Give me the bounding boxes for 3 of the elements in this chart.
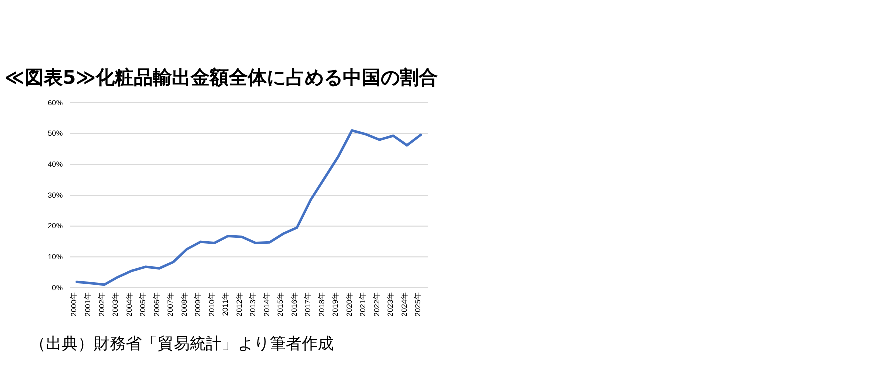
line-series xyxy=(76,130,422,286)
text: （出典）財務省「貿易統計」より筆者作成 xyxy=(30,334,334,353)
chart-title: ≪図表5≫化粧品輸出金額全体に占める中国の割合 xyxy=(5,67,438,89)
